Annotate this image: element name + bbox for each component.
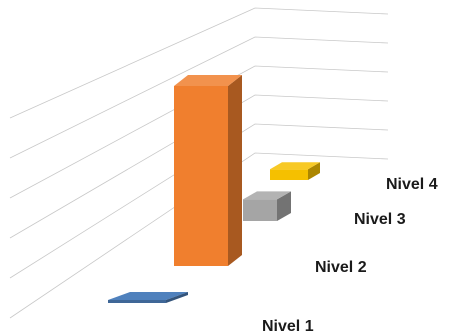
bar-top (270, 162, 320, 170)
bar-nivel-1 (108, 292, 188, 303)
bar-side (308, 162, 320, 180)
gridline (9, 123, 389, 279)
gridline (9, 65, 389, 199)
bar-top (243, 191, 291, 200)
gridline (9, 7, 389, 119)
bar-nivel-2 (174, 75, 242, 266)
bar-side (166, 292, 188, 303)
bar-front (108, 300, 166, 303)
category-label: Nivel 2 (315, 259, 367, 276)
bar-front (174, 86, 228, 266)
bar-side (277, 191, 291, 221)
gridline (9, 152, 389, 319)
gridlines (9, 7, 389, 319)
category-labels: Nivel 1 Nivel 2 Nivel 3 Nivel 4 (262, 176, 438, 334)
bar-front (270, 169, 308, 180)
gridline (9, 94, 389, 239)
bar-side (228, 75, 242, 266)
gridline (9, 36, 389, 159)
category-label: Nivel 1 (262, 318, 314, 334)
bar-nivel-3 (243, 191, 291, 221)
category-label: Nivel 3 (354, 211, 406, 228)
bar-top (174, 75, 242, 86)
bar-front (243, 199, 277, 221)
category-label: Nivel 4 (386, 176, 438, 193)
bars (108, 75, 320, 303)
bar-top (108, 292, 188, 300)
bar-nivel-4 (270, 162, 320, 180)
